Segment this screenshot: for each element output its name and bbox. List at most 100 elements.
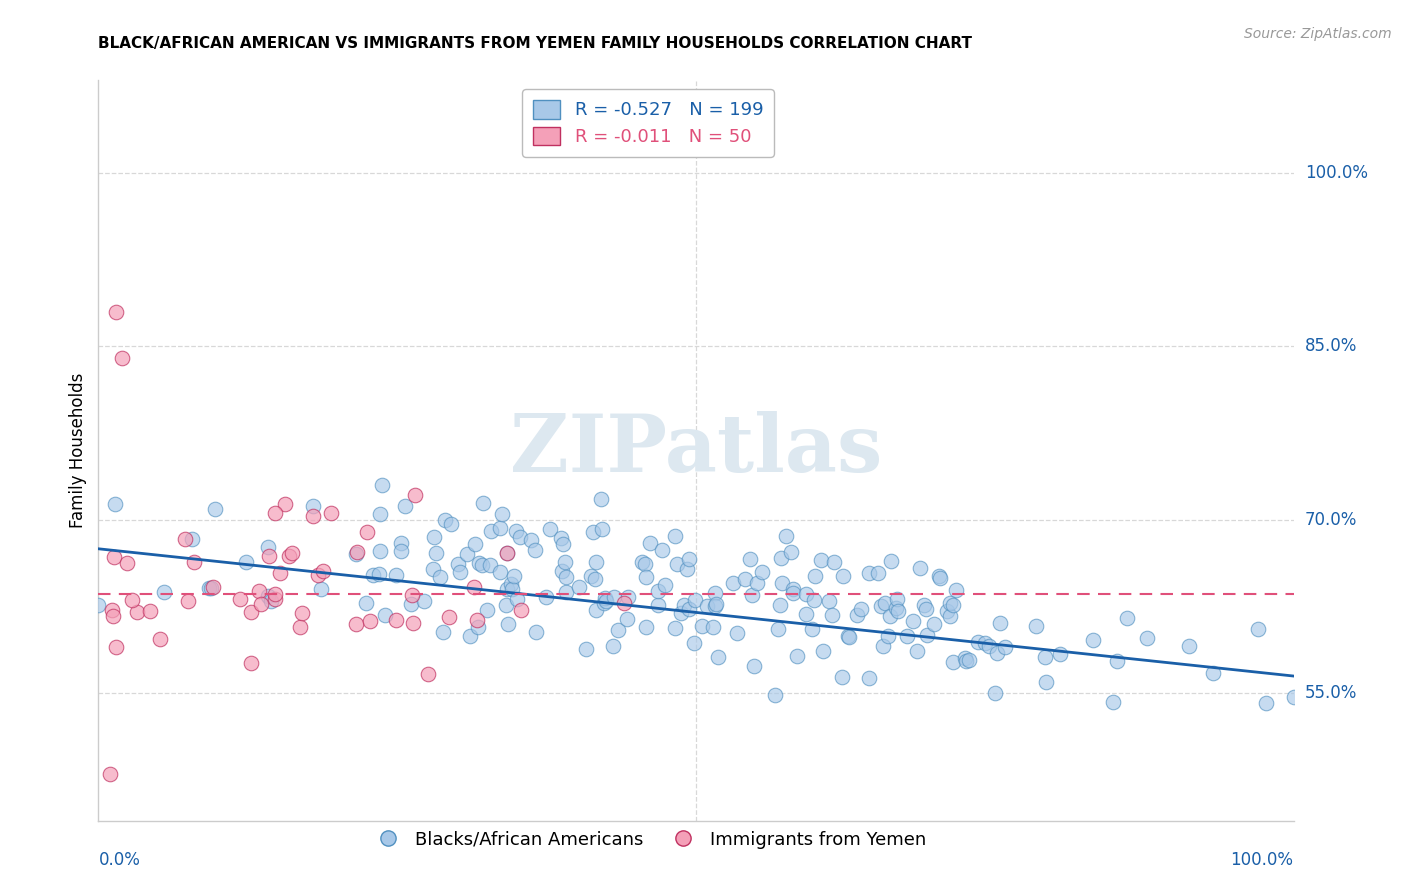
Point <box>1202 666 1225 681</box>
Point <box>385 567 408 582</box>
Text: 0.0%: 0.0% <box>98 851 141 869</box>
Point <box>121 593 143 607</box>
Point <box>359 614 381 628</box>
Point <box>394 499 416 513</box>
Point <box>692 619 714 633</box>
Point <box>374 608 396 623</box>
Point <box>503 569 526 583</box>
Point <box>523 543 546 558</box>
Point <box>550 531 572 545</box>
Point <box>938 608 960 623</box>
Point <box>250 597 273 611</box>
Point <box>274 497 297 511</box>
Point <box>603 590 626 604</box>
Point <box>302 499 325 513</box>
Point <box>955 651 977 665</box>
Point <box>851 602 873 616</box>
Point <box>818 594 841 608</box>
Point <box>879 609 901 624</box>
Point <box>249 584 271 599</box>
Point <box>811 643 834 657</box>
Point <box>264 591 287 606</box>
Point <box>957 653 980 667</box>
Point <box>741 588 763 602</box>
Point <box>751 565 773 579</box>
Point <box>465 613 488 627</box>
Point <box>704 599 727 613</box>
Point <box>385 613 408 627</box>
Point <box>568 580 591 594</box>
Point <box>633 557 655 571</box>
Point <box>259 594 281 608</box>
Y-axis label: Family Households: Family Households <box>69 373 87 528</box>
Point <box>880 554 903 568</box>
Point <box>1025 619 1047 633</box>
Point <box>1115 611 1137 625</box>
Point <box>489 521 512 535</box>
Point <box>704 597 727 611</box>
Point <box>872 639 894 653</box>
Point <box>858 566 880 581</box>
Point <box>794 607 817 621</box>
Point <box>745 576 768 591</box>
Point <box>602 640 624 654</box>
Point <box>866 566 889 580</box>
Point <box>966 635 988 649</box>
Point <box>780 545 803 559</box>
Point <box>264 506 287 520</box>
Point <box>538 522 561 536</box>
Point <box>472 496 495 510</box>
Point <box>647 584 669 599</box>
Point <box>877 629 900 643</box>
Point <box>103 549 125 564</box>
Point <box>434 513 457 527</box>
Point <box>368 567 391 582</box>
Point <box>770 576 793 591</box>
Point <box>678 552 700 566</box>
Point <box>910 561 932 575</box>
Text: 85.0%: 85.0% <box>1305 337 1357 355</box>
Point <box>583 572 606 586</box>
Point <box>595 593 617 607</box>
Point <box>105 304 128 318</box>
Point <box>479 558 502 572</box>
Point <box>229 592 252 607</box>
Point <box>994 640 1017 654</box>
Point <box>823 556 845 570</box>
Point <box>239 605 262 619</box>
Point <box>696 599 718 614</box>
Point <box>346 545 368 559</box>
Point <box>104 497 127 511</box>
Point <box>738 552 761 566</box>
Point <box>803 593 825 607</box>
Point <box>291 606 314 620</box>
Point <box>432 625 454 640</box>
Point <box>837 629 859 643</box>
Point <box>505 524 527 539</box>
Point <box>782 582 804 596</box>
Point <box>370 477 392 491</box>
Point <box>734 572 756 586</box>
Point <box>575 642 598 657</box>
Point <box>977 640 1000 654</box>
Point <box>678 602 700 616</box>
Point <box>423 530 446 544</box>
Point <box>884 601 907 615</box>
Point <box>551 565 574 579</box>
Point <box>939 596 962 610</box>
Point <box>506 591 529 606</box>
Point <box>768 622 790 636</box>
Point <box>302 509 325 524</box>
Point <box>702 620 724 634</box>
Point <box>671 606 693 620</box>
Point <box>176 594 198 608</box>
Point <box>636 620 658 634</box>
Point <box>675 562 697 576</box>
Point <box>647 598 669 612</box>
Point <box>585 555 607 569</box>
Point <box>912 598 935 612</box>
Point <box>501 582 523 596</box>
Point <box>616 612 638 626</box>
Point <box>707 650 730 665</box>
Text: 55.0%: 55.0% <box>1305 684 1357 702</box>
